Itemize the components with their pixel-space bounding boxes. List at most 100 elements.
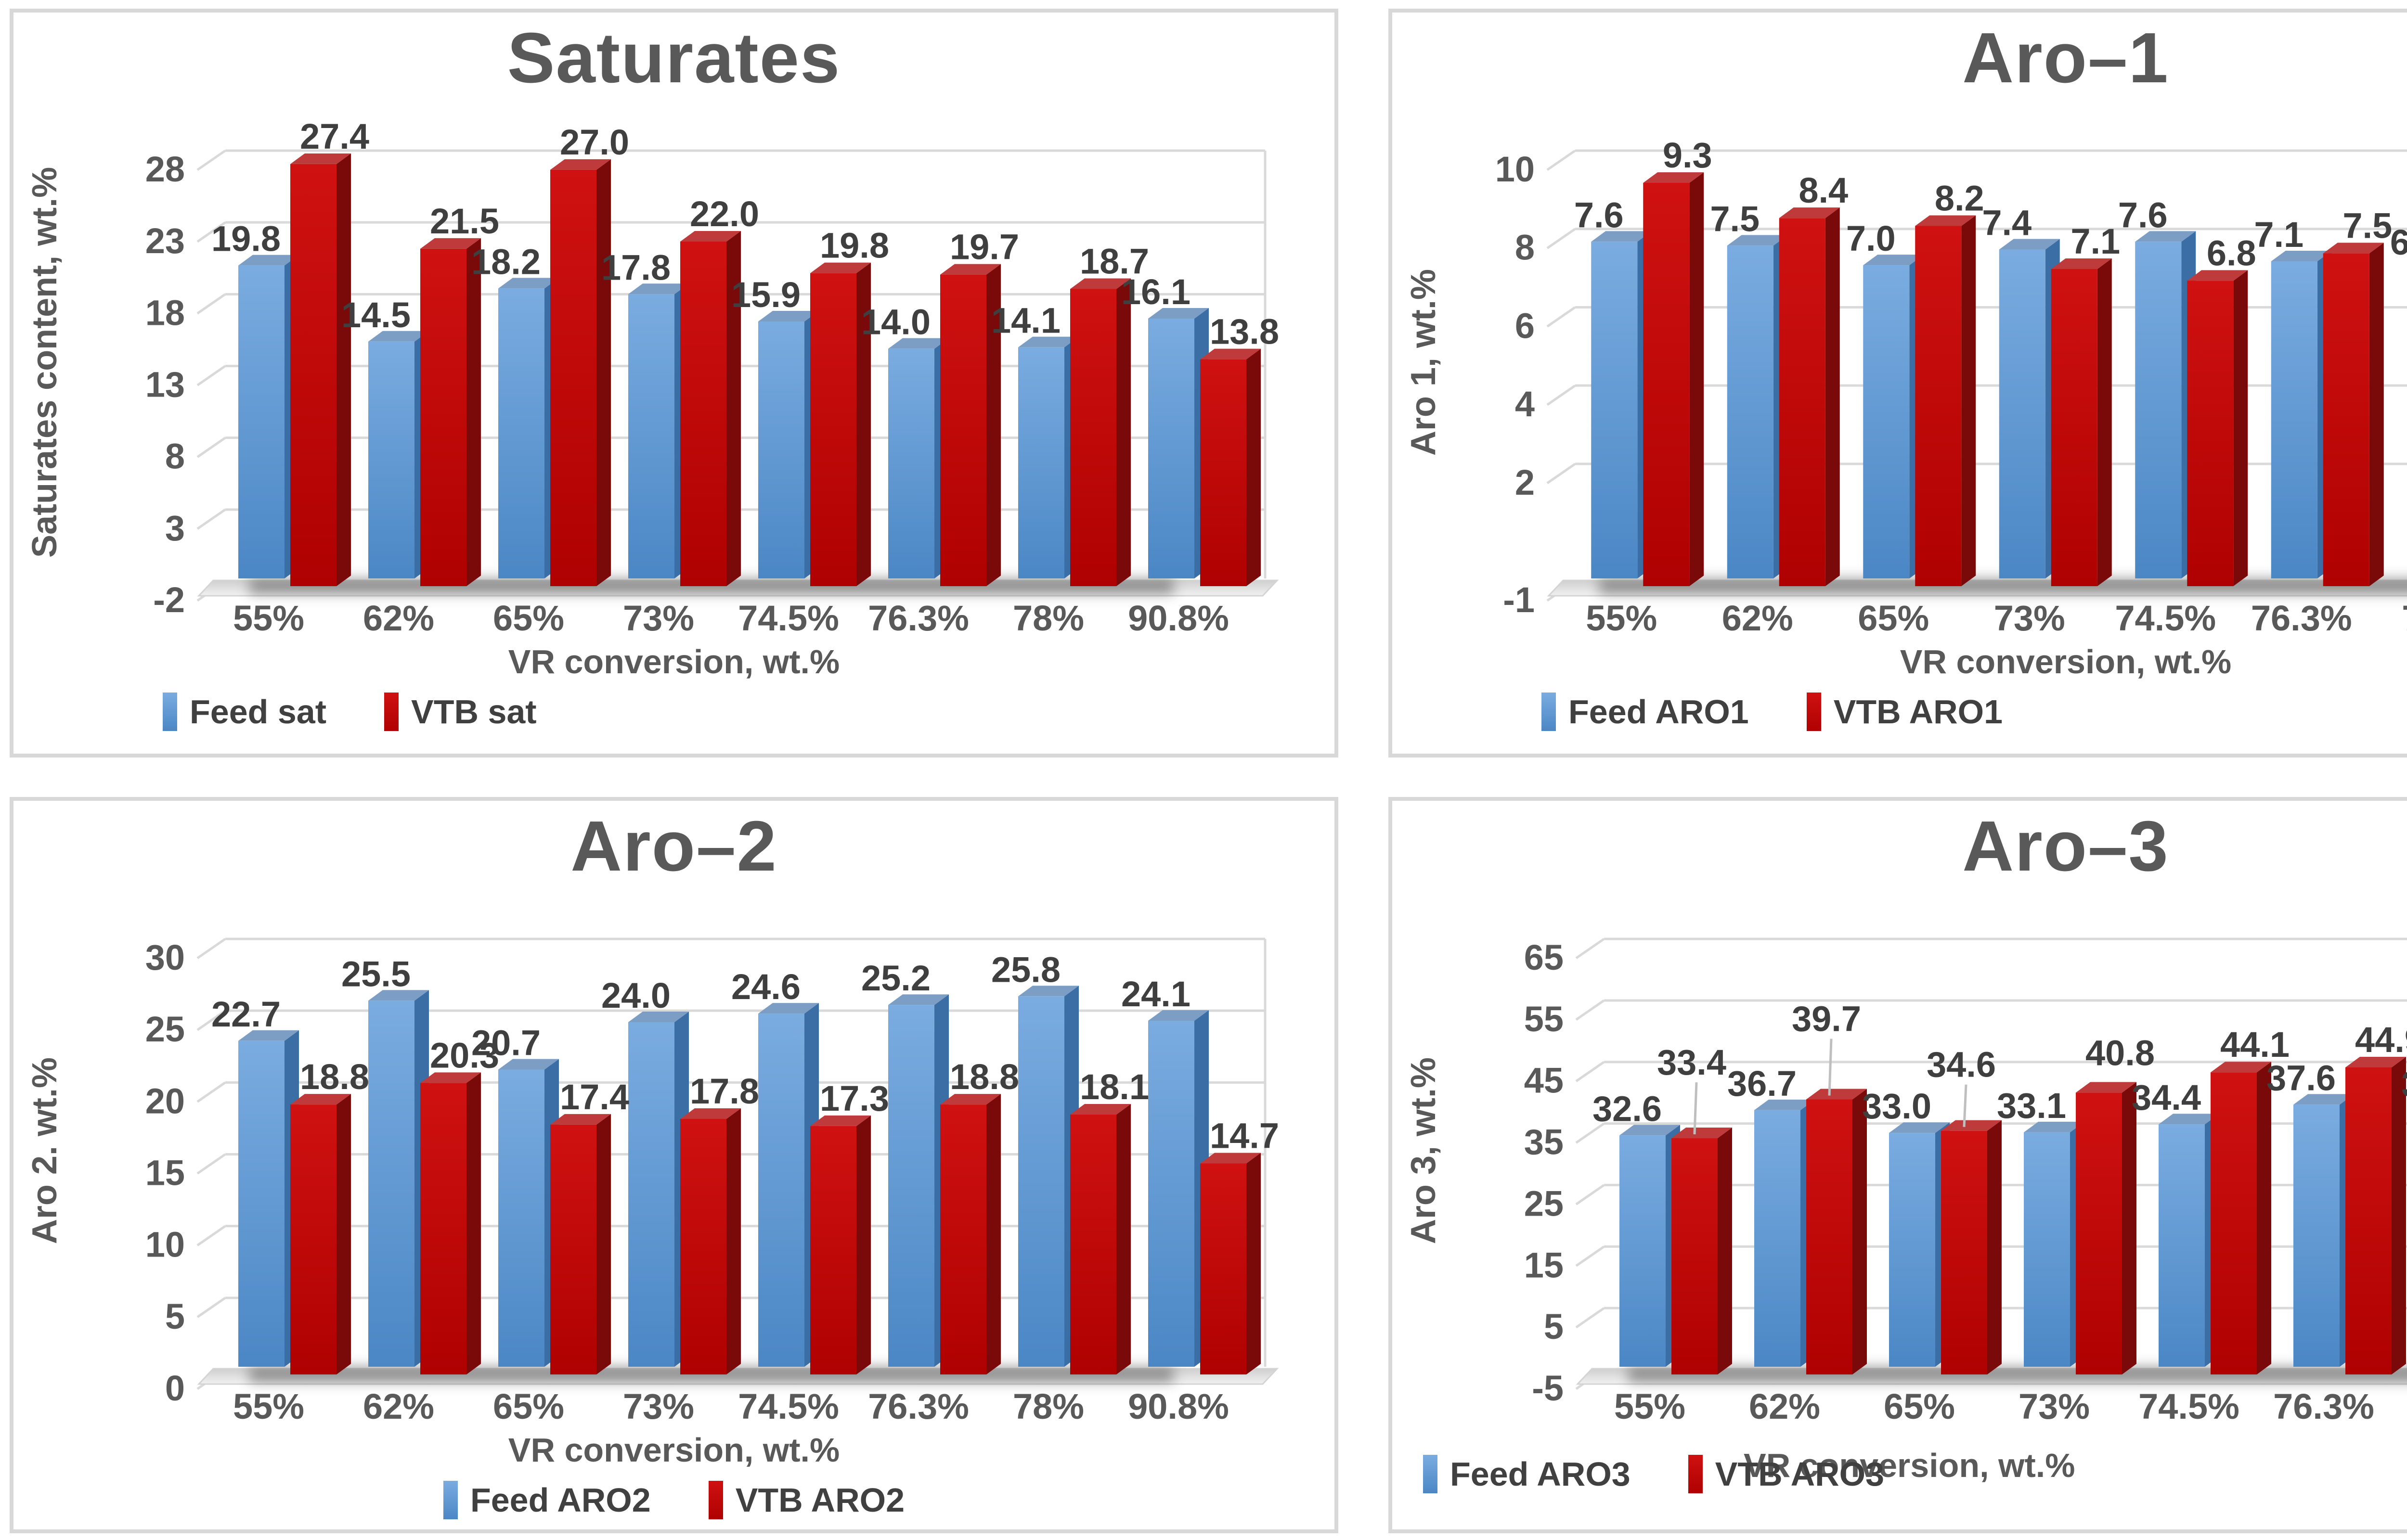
x-tick: 74.5% — [738, 598, 839, 638]
x-tick: 55% — [233, 598, 304, 638]
bar-feed-76.3% — [888, 994, 949, 1367]
label-leader-lines — [1693, 1039, 1967, 1134]
legend-item-vtb: VTB ARO3 — [1688, 1454, 1885, 1493]
vtb-value-label: 8.2 — [1935, 178, 1984, 218]
feed-value-label: 24.6 — [731, 967, 801, 1007]
vtb-value-label: 34.6 — [1927, 1044, 1996, 1084]
chart-panel-aro3: Aro–3 65 55 45 35 25 15 5 -5 32.6 33.4 36.7 39.7 33.… — [1388, 797, 2407, 1533]
feed-value-label: 15.9 — [731, 275, 801, 315]
vtb-value-label: 17.8 — [690, 1071, 759, 1111]
y-tick: 25 — [1524, 1183, 1564, 1223]
plot-area-aro3: 6555453525155-532.633.436.739.733.034.63… — [1524, 937, 2407, 1426]
bar-vtb-76.3% — [940, 1093, 1001, 1374]
vtb-value-label: 19.8 — [820, 225, 889, 265]
floor-shadow — [1628, 1366, 2407, 1382]
data-labels: 19.8 27.4 14.5 21.518.2 27.0 17.8 22.0 15.9 19.8… — [211, 116, 1279, 352]
plot-row: 65 55 45 35 25 15 5 -5 32.6 33.4 36.7 39.7 33.0 34.6 3… — [1392, 886, 2407, 1430]
data-labels: 7.69.37.58.47.08.27.47.17.66.87.17.56.95… — [1574, 135, 2407, 273]
y-tick: 25 — [145, 1009, 185, 1049]
vtb-value-label: 14.7 — [1210, 1116, 1279, 1155]
bar-feed-62% — [368, 331, 429, 578]
bar-vtb-65% — [550, 159, 611, 586]
legend-label: VTB ARO1 — [1833, 693, 2003, 731]
legend-item-feed: Feed ARO3 — [1423, 1454, 1631, 1493]
y-axis-title: Aro 1, wt.% — [1404, 269, 1443, 456]
vtb-value-label: 17.4 — [560, 1077, 629, 1117]
vtb-value-label: 33.4 — [1657, 1042, 1726, 1082]
x-tick-labels: 55% 62% 65% 73% 74.5% 76.3% 78% 90.8% — [233, 598, 1229, 638]
x-tick: 62% — [363, 598, 434, 638]
bar-feed-90.8% — [1148, 308, 1209, 578]
legend-label: VTB sat — [411, 693, 537, 731]
x-tick: 76.3% — [868, 598, 969, 638]
x-tick-labels: 55% 62% 65% 73% 74.5% 76.3% 78% 90.8% — [233, 1386, 1229, 1426]
x-tick: 62% — [1722, 598, 1793, 638]
bar-feed-62% — [1754, 1099, 1815, 1367]
feed-value-label: 25.5 — [341, 954, 411, 994]
feed-value-label: 34.4 — [2132, 1078, 2201, 1117]
x-tick: 76.3% — [2273, 1386, 2374, 1426]
bar-feed-78% — [1018, 986, 1079, 1367]
x-tick: 74.5% — [2115, 598, 2216, 638]
bar-vtb-65% — [1915, 215, 1976, 586]
x-tick: 65% — [1858, 598, 1929, 638]
legend-label: Feed ARO1 — [1568, 693, 1749, 731]
legend-label: VTB ARO3 — [1715, 1455, 1885, 1493]
bars-layer — [238, 986, 1261, 1374]
bar-vtb-73% — [680, 1108, 741, 1374]
chart-title: Aro–2 — [570, 807, 777, 886]
y-tick: 8 — [165, 436, 185, 476]
feed-value-label: 20.7 — [471, 1023, 541, 1063]
y-tick: 4 — [1515, 384, 1535, 424]
bar-feed-74.5% — [2159, 1114, 2219, 1367]
bar-feed-65% — [1863, 254, 1924, 578]
feed-value-label: 36.6 — [2401, 1064, 2407, 1104]
y-tick: 13 — [145, 364, 185, 404]
vtb-value-label: 40.8 — [2085, 1033, 2155, 1073]
bar-feed-55% — [1619, 1125, 1680, 1367]
y-tick-labels: 30 25 20 15 10 5 0 — [145, 937, 185, 1408]
x-tick: 55% — [1614, 1386, 1685, 1426]
y-tick: 45 — [1524, 1061, 1564, 1101]
bar-feed-76.3% — [2293, 1094, 2354, 1367]
x-tick: 55% — [233, 1386, 304, 1426]
y-tick: 10 — [145, 1224, 185, 1264]
feed-value-label: 25.8 — [991, 950, 1061, 989]
bar-feed-62% — [368, 990, 429, 1367]
y-tick: 5 — [1544, 1307, 1564, 1347]
vtb-swatch-icon — [1688, 1454, 1703, 1493]
feed-swatch-icon — [443, 1480, 458, 1519]
x-tick: 90.8% — [1128, 598, 1229, 638]
y-tick: 15 — [145, 1153, 185, 1193]
bar-vtb-90.8% — [1200, 348, 1261, 586]
bar-feed-74.5% — [758, 310, 819, 578]
feed-value-label: 36.7 — [1727, 1064, 1797, 1104]
y-axis-title: Aro 3, wt.% — [1404, 1057, 1443, 1244]
vtb-value-label: 8.4 — [1799, 170, 1848, 210]
bar-vtb-73% — [680, 231, 741, 586]
bar-vtb-62% — [420, 238, 481, 586]
bar-feed-55% — [238, 255, 299, 578]
y-tick: -5 — [1532, 1368, 1564, 1408]
bar-vtb-62% — [1779, 207, 1840, 586]
bar-vtb-73% — [2051, 258, 2112, 586]
vtb-swatch-icon — [1806, 692, 1821, 731]
plot-area-aro2: 30 25 20 15 10 5 0 22.7 18.8 25.5 20.320.7 17.4 24.0… — [145, 937, 1279, 1426]
feed-value-label: 19.8 — [211, 218, 281, 258]
vtb-swatch-icon — [384, 692, 399, 731]
feed-value-label: 7.6 — [2118, 195, 2168, 235]
vtb-value-label: 20.3 — [430, 1035, 499, 1075]
bar-feed-65% — [498, 278, 559, 578]
vtb-value-label: 7.1 — [2071, 221, 2120, 261]
x-tick: 76.3% — [2251, 598, 2352, 638]
y-tick: 3 — [165, 508, 185, 548]
y-tick-labels: 65 55 45 35 25 15 5 -5 — [1524, 937, 1564, 1408]
bar-vtb-62% — [420, 1072, 481, 1374]
plot-row: 10 8 6 4 2 -1 7.6 9.3 7.5 8.4 7.0 8.2 7.4 7.1 7.6 6.8 7.… — [1392, 98, 2407, 642]
feed-value-label: 25.2 — [861, 958, 931, 998]
feed-value-label: 14.0 — [861, 302, 931, 342]
legend-item-vtb: VTB sat — [384, 692, 537, 731]
bar-feed-74.5% — [2135, 231, 2196, 578]
bar-feed-62% — [1727, 235, 1788, 578]
